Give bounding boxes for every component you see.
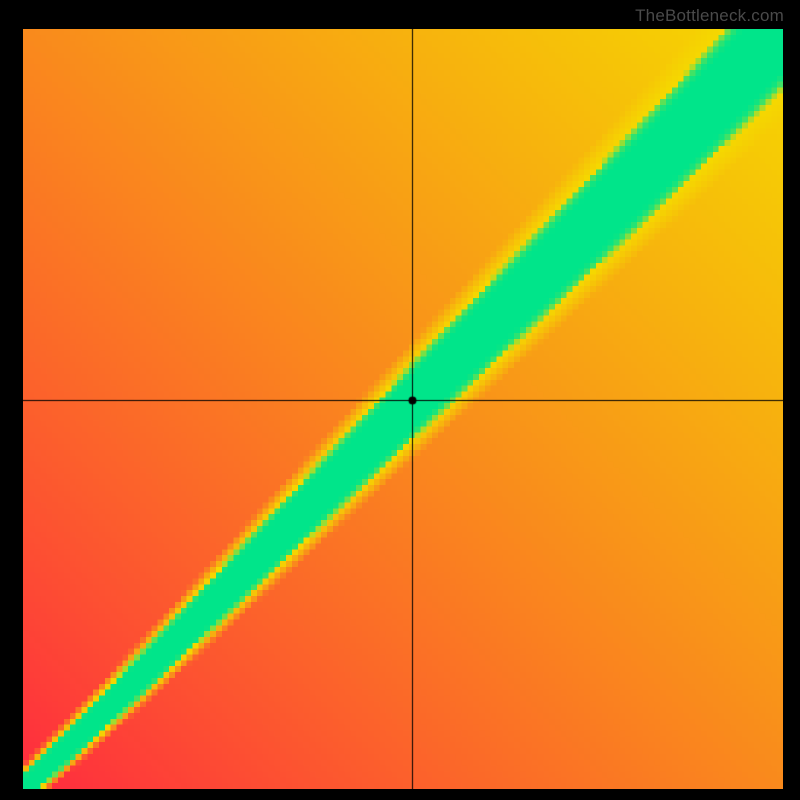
crosshair-overlay — [23, 29, 783, 789]
watermark-text: TheBottleneck.com — [635, 6, 784, 26]
root: TheBottleneck.com — [0, 0, 800, 800]
bottleneck-heatmap-frame — [22, 28, 782, 788]
